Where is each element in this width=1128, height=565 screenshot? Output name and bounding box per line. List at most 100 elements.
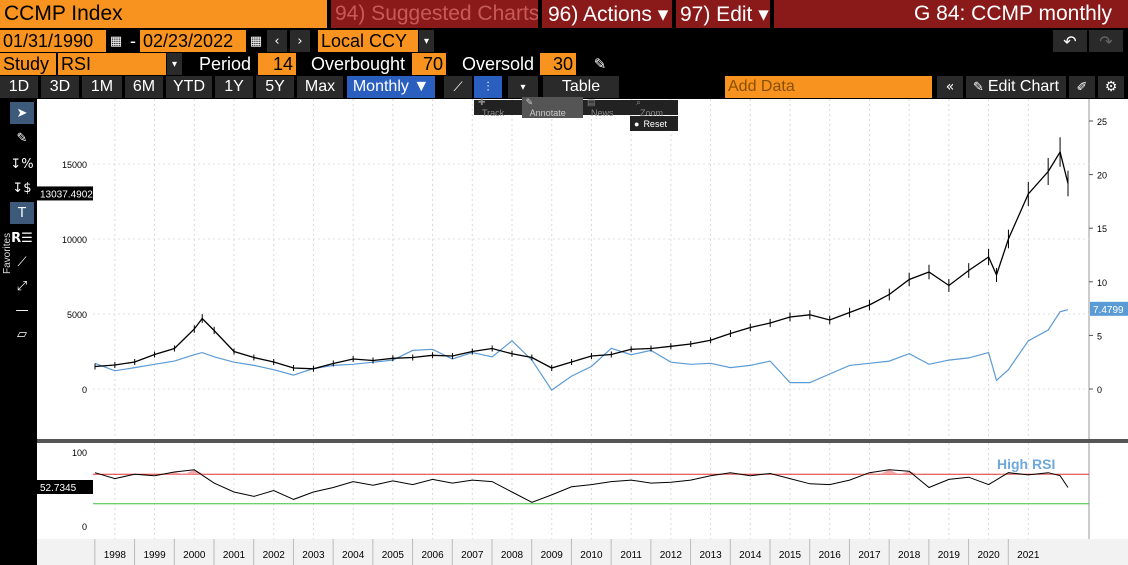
oversold-label: Oversold	[459, 53, 539, 75]
horizontal-line-icon[interactable]: —	[15, 302, 29, 318]
range-bar: 1D 3D 1M 6M YTD 1Y 5Y Max Monthly ▼ ⟋ ⫶ …	[0, 76, 1128, 98]
prev-period-button[interactable]: ‹	[267, 30, 287, 52]
dollar-measure-icon[interactable]: ↧$	[12, 180, 32, 196]
collapse-icon[interactable]: «	[937, 76, 963, 98]
range-3d-label: 3D	[49, 78, 71, 95]
x-tick-label: 2002	[263, 550, 286, 561]
x-tick-label: 2021	[1017, 550, 1040, 561]
range-6m-label: 6M	[132, 78, 156, 95]
chart-area[interactable]: 1998 1999 2000 2001 2002 2003 2004 2005 2006 2007…	[37, 99, 1128, 565]
x-tick-label: 2003	[302, 550, 325, 561]
time-axis-bg	[37, 539, 1128, 565]
start-calendar-icon[interactable]: ▦	[109, 33, 123, 49]
range-1m-button[interactable]: 1M	[82, 76, 122, 98]
range-5y-button[interactable]: 5Y	[256, 76, 294, 98]
secondary-series	[94, 309, 1069, 391]
date-separator-text: -	[130, 30, 136, 51]
range-5y-label: 5Y	[265, 78, 285, 95]
rsi-series	[94, 469, 1069, 503]
add-data-input[interactable]: Add Data	[725, 76, 932, 98]
pencil-icon[interactable]: ✎	[593, 55, 607, 73]
track-button[interactable]: ✚ Track	[474, 97, 522, 118]
range-6m-button[interactable]: 6M	[125, 76, 163, 98]
trendline-icon[interactable]: ⟋	[17, 254, 27, 270]
suggested-charts-button[interactable]: 94) Suggested Charts	[331, 0, 538, 28]
rsi-line	[94, 469, 1069, 503]
start-date-text: 01/31/1990	[3, 30, 94, 51]
oversold-input[interactable]: 30	[540, 53, 576, 75]
x-tick-label: 2000	[183, 550, 206, 561]
end-date-field[interactable]: 02/23/2022	[140, 30, 246, 52]
edit-chart-button[interactable]: ✎ Edit Chart	[966, 76, 1066, 98]
window-title-text: G 84: CCMP monthly	[913, 2, 1112, 25]
draw-pen-icon[interactable]: ✎	[16, 130, 28, 146]
end-calendar-icon[interactable]: ▦	[249, 33, 263, 49]
frequency-select[interactable]: Monthly ▼	[347, 76, 435, 98]
period-input[interactable]: 14	[258, 53, 296, 75]
drawing-toolbar: ➤ ✎ ↧% ↧$ T R☰ ⟋ ⤢ — ▱ Favorites	[0, 99, 37, 565]
rsi-fill-region	[859, 472, 880, 475]
range-1d-button[interactable]: 1D	[0, 76, 38, 98]
study-dropdown-icon[interactable]: ▾	[167, 53, 182, 75]
rsi-fill-region	[899, 471, 920, 475]
window-title: G 84: CCMP monthly	[774, 0, 1128, 28]
study-label: Study	[0, 53, 56, 75]
edit-menu[interactable]: 97) Edit ▾	[676, 0, 770, 28]
ticker-field[interactable]: CCMP Index	[0, 0, 327, 28]
track-label: Track	[482, 108, 505, 118]
undo-icon[interactable]: ↶	[1053, 30, 1087, 52]
period-value-text: 14	[272, 53, 293, 74]
range-ytd-button[interactable]: YTD	[166, 76, 212, 98]
edit-note-icon[interactable]: ✐	[1069, 76, 1095, 98]
panel-splitter[interactable]	[37, 439, 1128, 443]
rsi-panel-bg	[37, 443, 1128, 539]
start-date-field[interactable]: 01/31/1990	[0, 30, 106, 52]
price-axis-left-bg	[37, 99, 93, 439]
bar-chart-icon[interactable]: ⫶	[474, 76, 502, 98]
range-ytd-label: YTD	[173, 78, 205, 95]
percent-measure-icon[interactable]: ↧%	[10, 156, 34, 172]
redo-icon[interactable]: ↷	[1089, 30, 1123, 52]
chart-type-dropdown-icon[interactable]: ▾	[508, 76, 538, 98]
price-axis-right-bg	[1089, 99, 1128, 439]
overbought-input[interactable]: 70	[412, 53, 446, 75]
x-tick-label: 1998	[104, 550, 127, 561]
range-1y-button[interactable]: 1Y	[215, 76, 253, 98]
news-button[interactable]: ▤ News	[583, 97, 632, 118]
current-rsi-tag: 52.7345	[40, 483, 77, 494]
edit-label: 97) Edit ▾	[680, 2, 769, 26]
ray-line-icon[interactable]: ⤢	[16, 278, 28, 294]
range-3d-button[interactable]: 3D	[41, 76, 79, 98]
x-tick-label: 2014	[739, 550, 762, 561]
next-period-button[interactable]: ›	[290, 30, 310, 52]
overbought-label: Overbought	[308, 53, 410, 75]
annotate-button[interactable]: ✎ Annotate	[521, 97, 584, 118]
channel-icon[interactable]: ▱	[17, 326, 27, 342]
zoom-button[interactable]: ⌕ Zoom	[632, 97, 678, 118]
reset-button[interactable]: ● Reset	[630, 116, 678, 131]
line-chart-icon[interactable]: ⟋	[444, 76, 472, 98]
date-separator: -	[127, 30, 139, 52]
x-tick-label: 1999	[143, 550, 166, 561]
study-select[interactable]: RSI	[58, 53, 166, 75]
overbought-value-text: 70	[422, 53, 443, 74]
study-value-text: RSI	[61, 53, 92, 74]
pointer-icon[interactable]: ➤	[10, 102, 34, 124]
text-tool-icon[interactable]: T	[10, 202, 34, 224]
table-button[interactable]: Table	[543, 76, 619, 98]
suggested-charts-label: 94) Suggested Charts	[335, 2, 538, 25]
retracement-icon[interactable]: R☰	[11, 230, 33, 246]
study-bar: Study RSI ▾ Period 14 Overbought 70 Over…	[0, 53, 1128, 75]
range-max-button[interactable]: Max	[297, 76, 343, 98]
y-tick-label: 15000	[62, 160, 87, 170]
current-secondary-tag-bg	[1090, 301, 1128, 316]
end-date-text: 02/23/2022	[143, 30, 234, 51]
settings-gear-icon[interactable]: ⚙	[1098, 76, 1124, 98]
add-data-placeholder: Add Data	[728, 78, 795, 95]
rsi-tick-label: 100	[72, 448, 87, 458]
currency-select[interactable]: Local CCY	[318, 30, 418, 52]
actions-menu[interactable]: 96) Actions ▾	[542, 0, 672, 28]
secondary-line	[94, 309, 1069, 391]
currency-dropdown-icon[interactable]: ▾	[419, 30, 434, 52]
favorites-tab[interactable]: Favorites	[2, 233, 13, 274]
